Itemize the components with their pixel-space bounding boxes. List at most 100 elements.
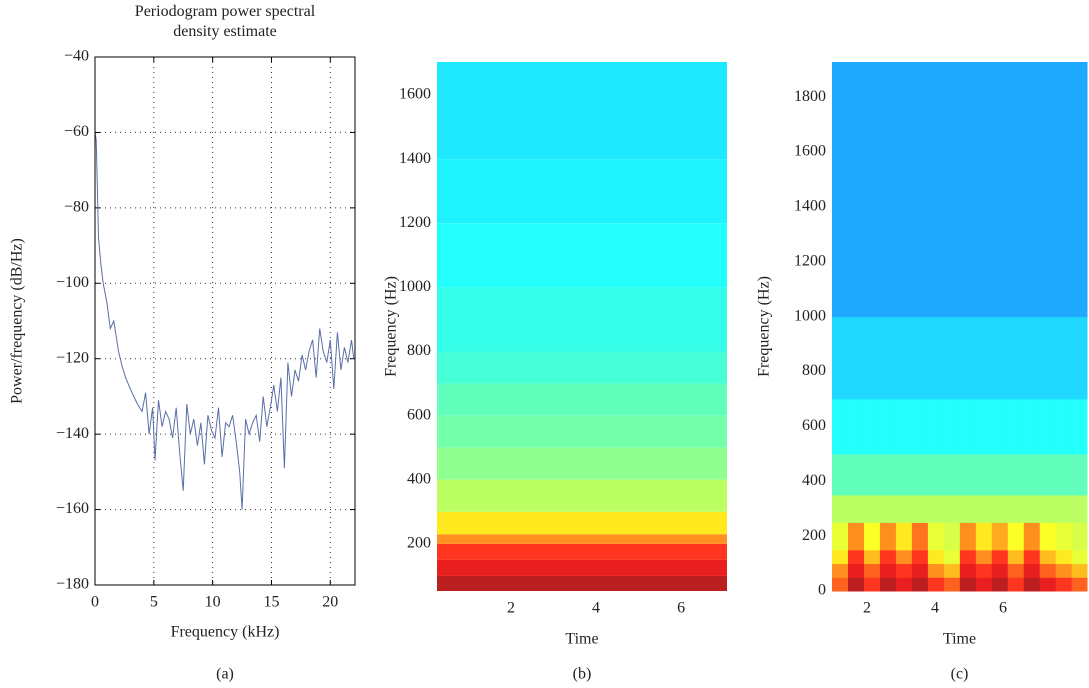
- spectrogram-cell: [879, 316, 897, 400]
- spectrogram-cell: [1055, 522, 1073, 551]
- spectrogram-cell: [879, 494, 897, 523]
- spectrogram-band: [437, 543, 727, 560]
- spectrogram-cell: [863, 563, 881, 578]
- spectrogram-cell: [1071, 316, 1088, 400]
- spectrogram-cell: [847, 62, 865, 318]
- spectrogram-cell: [1023, 577, 1041, 592]
- spectrogram-cell: [1055, 398, 1073, 455]
- y-axis-label: Frequency (Hz): [756, 276, 773, 377]
- spectrogram-cell: [1055, 577, 1073, 592]
- y-tick-label: 1800: [794, 88, 826, 105]
- y-tick-label: 1400: [399, 150, 431, 167]
- spectrogram-cell: [943, 549, 961, 565]
- spectrogram-cell: [895, 563, 913, 578]
- spectrogram-cell: [1007, 577, 1025, 592]
- spectrogram-band: [437, 159, 727, 224]
- spectrogram-cell: [847, 563, 865, 578]
- y-tick-label: 1000: [399, 278, 431, 295]
- spectrogram-cell: [847, 494, 865, 523]
- y-tick-label: 600: [407, 406, 431, 423]
- spectrogram-cell: [927, 398, 945, 455]
- y-tick-label: −40: [64, 48, 89, 65]
- spectrogram-cell: [1007, 494, 1025, 523]
- y-tick-label: 200: [802, 527, 826, 544]
- spectrogram-cell: [1023, 453, 1041, 496]
- spectrogram-cell: [911, 563, 929, 578]
- spectrogram-cell: [991, 494, 1009, 523]
- spectrogram-cell: [832, 577, 849, 592]
- spectrogram-cell: [847, 577, 865, 592]
- spectrogram-cell: [1023, 494, 1041, 523]
- spectrogram-cell: [1023, 563, 1041, 578]
- spectrogram-cell: [895, 453, 913, 496]
- spectrogram-cell: [863, 316, 881, 400]
- spectrogram-cell: [943, 577, 961, 592]
- spectrogram-cell: [1007, 453, 1025, 496]
- spectrogram-cell: [847, 522, 865, 551]
- spectrogram-cell: [991, 577, 1009, 592]
- spectrogram-band: [437, 383, 727, 416]
- spectrogram-cell: [943, 522, 961, 551]
- y-tick-label: 400: [407, 470, 431, 487]
- x-tick-label: 2: [863, 600, 871, 617]
- spectrogram-cell: [927, 62, 945, 318]
- spectrogram-cell: [832, 453, 849, 496]
- spectrogram-cell: [1055, 316, 1073, 400]
- spectrogram-cell: [895, 522, 913, 551]
- spectrogram-cell: [1039, 316, 1057, 400]
- spectrogram-cell: [991, 563, 1009, 578]
- spectrogram-cell: [863, 577, 881, 592]
- y-tick-label: 800: [407, 342, 431, 359]
- spectrogram-cell: [943, 316, 961, 400]
- spectrogram-cell: [863, 398, 881, 455]
- x-tick-label: 15: [263, 594, 279, 611]
- spectrogram-cell: [959, 62, 977, 318]
- spectrogram-cell: [1071, 577, 1088, 592]
- spectrogram-cell: [991, 453, 1009, 496]
- spectrogram-cell: [943, 453, 961, 496]
- spectrogram-cell: [879, 549, 897, 565]
- psd-line: [94, 132, 355, 510]
- x-axis-label: Frequency (kHz): [171, 624, 280, 641]
- spectrogram-cell: [975, 563, 993, 578]
- spectrogram-cell: [911, 522, 929, 551]
- spectrogram-cell: [991, 522, 1009, 551]
- spectrogram-cell: [1039, 62, 1057, 318]
- spectrogram-cell: [943, 62, 961, 318]
- spectrogram-cell: [879, 577, 897, 592]
- spectrogram-cell: [1023, 62, 1041, 318]
- spectrogram-cell: [1039, 522, 1057, 551]
- spectrogram-cell: [863, 494, 881, 523]
- spectrogram-cell: [911, 453, 929, 496]
- spectrogram-cell: [991, 549, 1009, 565]
- spectrogram-cell: [1071, 522, 1088, 551]
- spectrogram-cell: [895, 549, 913, 565]
- spectrogram-cell: [1071, 549, 1088, 565]
- spectrogram-cell: [1007, 62, 1025, 318]
- spectrogram-cell: [1023, 398, 1041, 455]
- spectrogram-cell: [847, 453, 865, 496]
- spectrogram-cell: [943, 398, 961, 455]
- spectrogram-cell: [975, 453, 993, 496]
- x-axis-label: Time: [943, 631, 976, 648]
- y-tick-label: 1600: [794, 143, 826, 160]
- spectrogram-band: [437, 479, 727, 512]
- spectrogram-cell: [991, 316, 1009, 400]
- spectrogram-cell: [959, 398, 977, 455]
- spectrogram-band: [437, 415, 727, 448]
- spectrogram-band: [437, 287, 727, 352]
- spectrogram-band: [437, 575, 727, 591]
- spectrogram-cell: [895, 62, 913, 318]
- spectrogram-cell: [1055, 563, 1073, 578]
- spectrogram-cell: [911, 398, 929, 455]
- spectrogram-cell: [911, 62, 929, 318]
- spectrogram-cell: [927, 316, 945, 400]
- y-tick-label: 800: [802, 362, 826, 379]
- spectrogram-cell: [879, 522, 897, 551]
- spectrogram-cell: [1007, 549, 1025, 565]
- spectrogram-cell: [832, 62, 849, 318]
- caption: (a): [216, 666, 234, 683]
- x-tick-label: 5: [150, 594, 158, 611]
- spectrogram-band: [437, 534, 727, 544]
